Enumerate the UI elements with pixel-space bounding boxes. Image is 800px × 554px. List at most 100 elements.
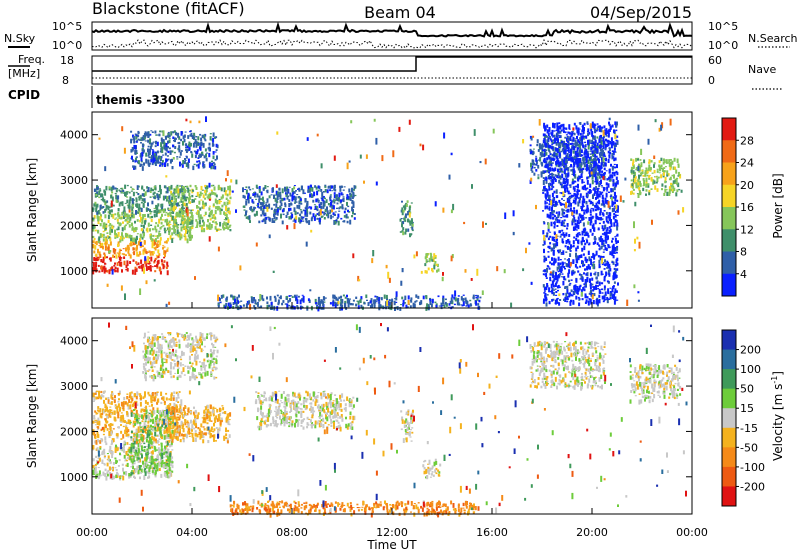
power-mark-1979 — [410, 218, 413, 222]
power-mark-1907 — [306, 220, 309, 224]
power-mark-1759 — [285, 190, 288, 192]
power-mark-1901 — [349, 219, 352, 225]
power-mark-1502 — [149, 138, 151, 144]
power-mark-4604 — [669, 118, 672, 126]
power-mark-4338 — [615, 195, 618, 197]
power-mark-3697 — [558, 199, 561, 203]
power-mark-1579 — [300, 210, 303, 214]
power-mark-1366 — [144, 131, 147, 136]
power-mark-4732 — [385, 264, 388, 269]
power-mark-1367 — [136, 140, 139, 142]
power-mark-4569 — [470, 278, 473, 281]
cpid-value: themis -3300 — [96, 93, 185, 107]
power-mark-1843 — [270, 207, 273, 210]
power-mark-719 — [131, 210, 134, 215]
power-mark-3132 — [576, 189, 579, 192]
power-mark-1182 — [159, 130, 162, 133]
power-mark-235 — [125, 247, 127, 252]
power-mark-1221 — [132, 159, 135, 163]
power-mark-2375 — [531, 150, 534, 156]
power-mark-4691 — [443, 132, 446, 139]
power-mark-224 — [107, 246, 110, 251]
power-mark-2996 — [251, 299, 254, 303]
power-mark-3908 — [554, 299, 557, 305]
power-mark-121 — [126, 263, 129, 266]
power-mark-98 — [119, 257, 122, 262]
power-mark-4557 — [413, 254, 416, 259]
power-mark-3858 — [558, 220, 561, 222]
velocity-mark-145 — [145, 463, 148, 469]
power-mark-207 — [143, 240, 146, 245]
power-mark-4353 — [616, 268, 619, 271]
power-mark-2586 — [666, 174, 669, 177]
power-mark-1382 — [154, 151, 157, 154]
power-mark-1407 — [154, 145, 157, 148]
power-mark-3179 — [590, 260, 593, 265]
power-mark-3513 — [603, 151, 605, 155]
power-mark-4598 — [147, 131, 150, 138]
power-mark-2914 — [220, 294, 223, 299]
power-mark-3125 — [551, 143, 554, 145]
power-mark-3519 — [602, 239, 605, 243]
power-mark-4662 — [231, 190, 234, 193]
power-mark-4673 — [386, 300, 389, 307]
power-mark-219 — [107, 244, 110, 249]
power-mark-1657 — [311, 186, 314, 192]
power-mark-2108 — [592, 168, 594, 173]
power-mark-4153 — [581, 204, 584, 208]
power-mark-4733 — [677, 210, 680, 215]
power-mark-4203 — [560, 168, 563, 171]
power-mark-3255 — [545, 277, 548, 279]
power-mark-12 — [135, 261, 138, 264]
power-mark-3109 — [556, 235, 559, 237]
power-mark-3403 — [594, 154, 597, 157]
power-mark-2305 — [579, 147, 582, 151]
power-mark-1073 — [201, 206, 204, 209]
power-mark-2599 — [630, 171, 633, 175]
power-mark-1913 — [329, 195, 332, 199]
power-mark-1144 — [224, 214, 227, 216]
power-mark-4130 — [606, 200, 609, 205]
power-mark-3530 — [586, 207, 589, 213]
power-mark-1116 — [210, 189, 213, 192]
power-mark-3647 — [558, 152, 561, 157]
power-mark-872 — [222, 224, 225, 229]
power-mark-661 — [96, 185, 98, 191]
power-mark-3644 — [559, 262, 562, 266]
power-mark-1396 — [159, 155, 162, 160]
power-mark-2115 — [541, 162, 544, 167]
power-mark-4320 — [584, 145, 587, 148]
power-mark-4381 — [603, 175, 606, 181]
power-mark-360 — [167, 237, 169, 242]
power-mark-611 — [182, 209, 185, 211]
velocity-mark-139 — [165, 440, 168, 444]
power-mark-3866 — [556, 148, 559, 150]
power-mark-119 — [104, 262, 106, 265]
power-mark-3442 — [548, 161, 551, 167]
power-mark-1755 — [324, 185, 327, 188]
power-mark-1158 — [186, 185, 189, 188]
power-mark-55 — [134, 270, 137, 275]
power-mark-2695 — [248, 300, 251, 304]
power-mark-3337 — [601, 194, 604, 199]
power-mark-1397 — [142, 135, 145, 138]
power-mark-840 — [108, 209, 111, 214]
power-mark-2959 — [240, 306, 243, 308]
power-mark-2169 — [572, 143, 575, 145]
power-mark-3219 — [617, 240, 619, 243]
power-mark-532 — [102, 230, 105, 233]
power-mark-3078 — [562, 165, 565, 168]
power-mark-53 — [97, 264, 100, 267]
power-mark-4047 — [564, 286, 567, 289]
power-mark-1623 — [316, 208, 319, 212]
power-mark-1873 — [353, 188, 355, 191]
power-mark-4409 — [599, 152, 602, 154]
power-mark-1465 — [189, 130, 192, 133]
power-mark-1594 — [336, 202, 339, 205]
power-mark-1284 — [150, 142, 153, 147]
power-mark-2718 — [339, 306, 342, 311]
power-mark-1836 — [265, 216, 268, 220]
power-mark-1065 — [170, 210, 173, 211]
power-mark-1452 — [152, 150, 155, 153]
power-mark-4221 — [613, 171, 616, 177]
